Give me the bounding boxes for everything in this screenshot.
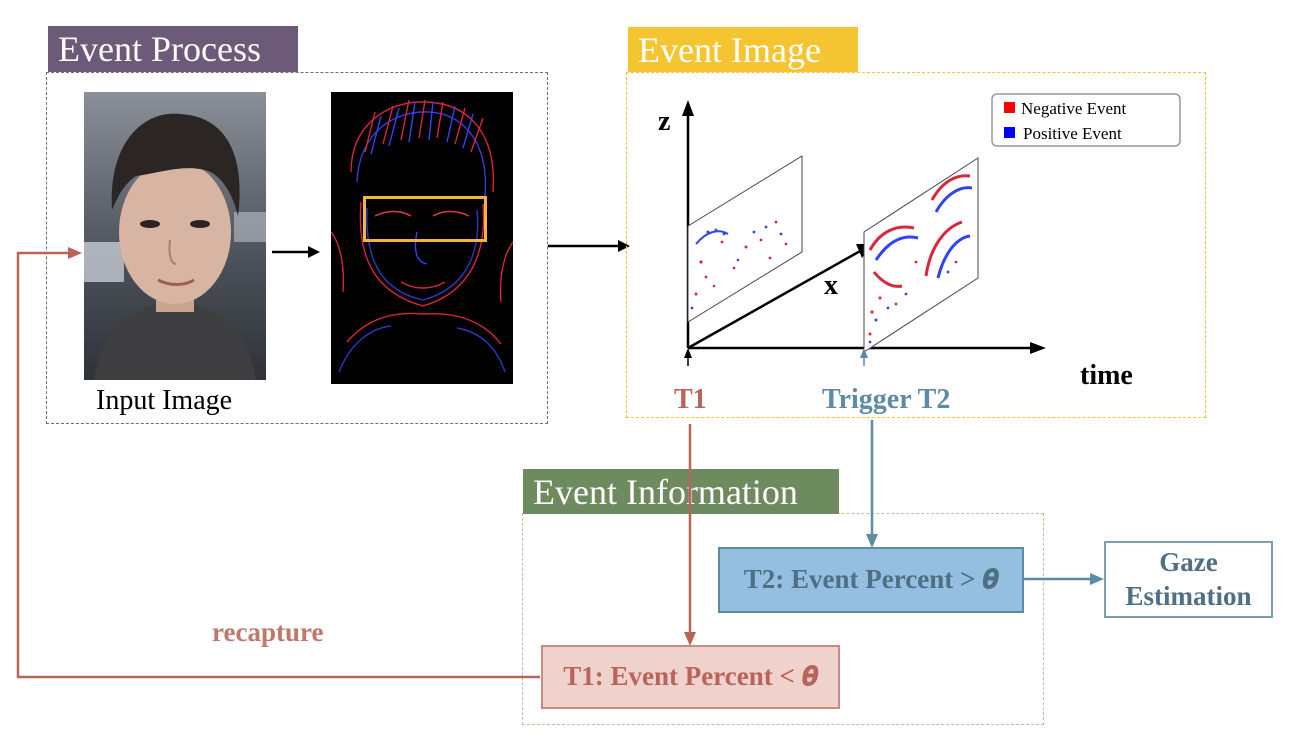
t1-label: T1 xyxy=(674,384,707,415)
t1-condition-box: T1: Event Percent < 𝜽 xyxy=(541,645,840,709)
event-image-title: Event Image xyxy=(628,27,858,72)
t2-label: Trigger T2 xyxy=(822,384,950,415)
input-image-caption: Input Image xyxy=(96,385,233,416)
recapture-label: recapture xyxy=(212,617,324,647)
negative-event-swatch xyxy=(1004,102,1015,113)
event-process-title: Event Process xyxy=(48,26,298,72)
positive-event-swatch xyxy=(1004,127,1015,138)
event-image-panel xyxy=(626,72,1206,418)
t2-condition-box: T2: Event Percent > 𝜽 xyxy=(718,547,1024,613)
t1-condition-text: T1: Event Percent < 𝜽 xyxy=(563,661,818,691)
event-map-image xyxy=(330,92,514,384)
process-arrow xyxy=(272,246,320,258)
gaze-estimation-box: Gaze Estimation xyxy=(1104,541,1273,618)
negative-event-label: Negative Event xyxy=(1021,99,1127,118)
t2-condition-text: T2: Event Percent > 𝜽 xyxy=(743,564,999,594)
axis-time-label: time xyxy=(1080,360,1133,391)
axis-x-label: x xyxy=(824,270,838,301)
event-plot: z x time T1 Trigger T2 Negative Event Po… xyxy=(658,93,1181,415)
input-face-image xyxy=(84,92,266,380)
plot-legend xyxy=(991,93,1181,147)
gaze-label-line2: Estimation xyxy=(1125,580,1252,611)
event-information-title: Event Information xyxy=(523,469,839,514)
positive-event-label: Positive Event xyxy=(1023,124,1122,143)
gaze-label-line1: Gaze xyxy=(1159,546,1218,577)
eye-region-box xyxy=(363,196,487,242)
to-event-image-arrow xyxy=(548,240,630,252)
event-process-panel xyxy=(46,72,548,424)
axis-z-label: z xyxy=(658,106,670,137)
